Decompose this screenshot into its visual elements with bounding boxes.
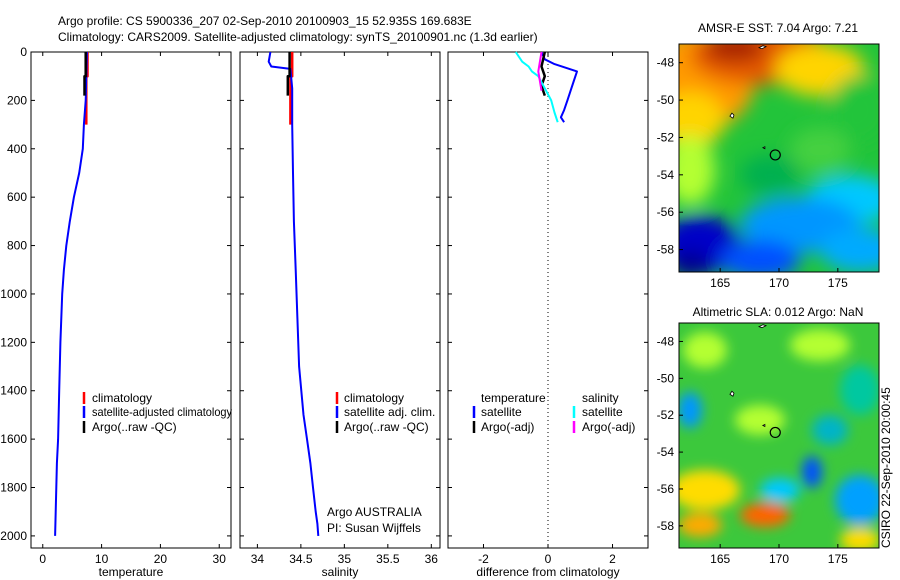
legend-label-climatology: climatology bbox=[92, 391, 152, 405]
salinity-xtick-label: 35.5 bbox=[376, 552, 400, 566]
sst-map-title: AMSR-E SST: 7.04 Argo: 7.21 bbox=[698, 21, 858, 35]
sst-xtick-label: 170 bbox=[769, 276, 789, 290]
salinity-xtick-label: 35 bbox=[338, 552, 352, 566]
depth-tick-label: 400 bbox=[7, 142, 27, 156]
sst-island-glyph bbox=[729, 112, 735, 119]
legend-label-temp-argo: Argo(-adj) bbox=[481, 420, 534, 434]
sla-island-glyph bbox=[729, 390, 735, 397]
sla-ytick-label: -54 bbox=[657, 445, 675, 459]
temperature-xtick-label: 20 bbox=[154, 552, 168, 566]
sst-profile-location-marker bbox=[769, 149, 781, 161]
sla-map-title: Altimetric SLA: 0.012 Argo: NaN bbox=[693, 305, 864, 319]
sla-ytick-label: -50 bbox=[657, 371, 675, 385]
csiro-credit: CSIRO 22-Sep-2010 20:00:45 bbox=[879, 387, 893, 548]
sla-ytick-label: -48 bbox=[657, 334, 675, 348]
figure-title-line1: Argo profile: CS 5900336_207 02-Sep-2010… bbox=[58, 14, 472, 28]
sst-island-glyph bbox=[761, 146, 766, 150]
sla-ytick-label: -52 bbox=[657, 408, 675, 422]
depth-tick-label: 1400 bbox=[0, 384, 27, 398]
difference-series-salinity-argo-adj bbox=[537, 51, 543, 91]
difference-series-temperature-satellite bbox=[540, 51, 578, 123]
sla-ytick-label: -56 bbox=[657, 482, 675, 496]
temperature-series-argo-raw-qc bbox=[83, 52, 87, 96]
pi-label: PI: Susan Wijffels bbox=[327, 521, 421, 535]
salinity-legend: climatology satellite adj. clim. Argo(..… bbox=[327, 391, 435, 535]
legend-label-sal-satellite: satellite bbox=[582, 405, 623, 419]
difference-xtick-label: 2 bbox=[609, 552, 616, 566]
depth-tick-label: 1600 bbox=[0, 432, 27, 446]
depth-tick-label: 800 bbox=[7, 239, 27, 253]
temperature-panel: 0 10 20 30 0 200 400 600 800 1000 1200 1400 1600 1800… bbox=[0, 45, 232, 579]
depth-tick-label: 0 bbox=[20, 45, 27, 59]
argo-program-label: Argo AUSTRALIA bbox=[327, 505, 422, 519]
depth-tick-label: 2000 bbox=[0, 529, 27, 543]
salinity-xlabel: salinity bbox=[322, 565, 359, 579]
difference-series-temperature-argo-adj bbox=[540, 51, 547, 97]
depth-tick-label: 1200 bbox=[0, 335, 27, 349]
sst-map-axes: 165 170 175 -48 -50 -52 -54 -56 -58 bbox=[657, 43, 880, 290]
difference-legend: temperature satellite Argo(-adj) salinit… bbox=[472, 391, 635, 434]
temperature-legend: climatology satellite-adjusted climatolo… bbox=[82, 391, 232, 434]
sst-ytick-label: -58 bbox=[657, 243, 675, 257]
salinity-panel: 34 34.5 35 35.5 36 salinity bbox=[239, 51, 441, 579]
sst-xtick-label: 175 bbox=[828, 276, 848, 290]
sla-xtick-label: 165 bbox=[710, 552, 730, 566]
depth-tick-label: 600 bbox=[7, 190, 27, 204]
sla-profile-location-marker bbox=[769, 426, 781, 439]
salinity-axes-box bbox=[239, 51, 441, 549]
sst-map bbox=[679, 44, 879, 272]
sst-ytick-label: -56 bbox=[657, 205, 675, 219]
temperature-xlabel: temperature bbox=[99, 565, 164, 579]
sst-xtick-label: 165 bbox=[710, 276, 730, 290]
sst-ytick-label: -52 bbox=[657, 130, 675, 144]
sla-ytick-label: -58 bbox=[657, 519, 675, 533]
sst-ytick-label: -54 bbox=[657, 168, 675, 182]
salinity-xtick-label: 36 bbox=[425, 552, 439, 566]
salinity-series-satellite-adj-clim bbox=[267, 51, 320, 536]
sla-island-glyph bbox=[761, 423, 766, 428]
salinity-series-argo-raw-qc bbox=[286, 52, 291, 96]
figure-title-line2: Climatology: CARS2009. Satellite-adjuste… bbox=[58, 30, 538, 44]
legend-label-argo: Argo(..raw -QC) bbox=[92, 420, 177, 434]
sla-xtick-label: 175 bbox=[828, 552, 848, 566]
difference-xtick-label: -2 bbox=[478, 552, 489, 566]
depth-tick-label: 1800 bbox=[0, 481, 27, 495]
depth-tick-label: 1000 bbox=[0, 287, 27, 301]
sla-map-axes: 165 170 175 -48 -50 -52 -54 -56 -58 bbox=[657, 322, 880, 566]
sla-coast-glyph bbox=[757, 324, 768, 329]
temperature-axes-box bbox=[30, 51, 232, 549]
difference-xlabel: difference from climatology bbox=[476, 565, 619, 579]
legend-label-satellite: satellite adj. clim. bbox=[344, 405, 435, 419]
temperature-series-satellite-adjusted-climatology bbox=[54, 51, 88, 536]
sst-ytick-label: -50 bbox=[657, 93, 675, 107]
sst-ytick-label: -48 bbox=[657, 56, 675, 70]
legend-heading-temperature: temperature bbox=[481, 391, 546, 405]
legend-label-argo: Argo(..raw -QC) bbox=[344, 420, 429, 434]
temperature-xtick-label: 30 bbox=[213, 552, 227, 566]
salinity-xtick-label: 34.5 bbox=[289, 552, 313, 566]
salinity-xtick-label: 34 bbox=[251, 552, 265, 566]
legend-label-climatology: climatology bbox=[344, 391, 404, 405]
legend-label-sal-argo: Argo(-adj) bbox=[582, 420, 635, 434]
temperature-xtick-label: 0 bbox=[39, 552, 46, 566]
sla-xtick-label: 170 bbox=[769, 552, 789, 566]
legend-heading-salinity: salinity bbox=[582, 391, 619, 405]
difference-xtick-label: 0 bbox=[545, 552, 552, 566]
temperature-xtick-label: 10 bbox=[95, 552, 109, 566]
sst-coast-glyph bbox=[757, 45, 768, 50]
depth-tick-label: 200 bbox=[7, 93, 27, 107]
legend-label-temp-satellite: satellite bbox=[481, 405, 522, 419]
legend-label-satellite: satellite-adjusted climatology bbox=[92, 405, 232, 419]
